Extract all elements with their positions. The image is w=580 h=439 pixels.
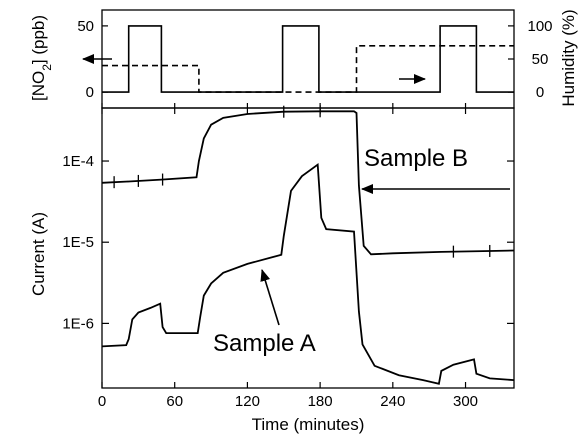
bottom-y-tick-label: 1E-4 [62, 153, 94, 170]
top-plot-frame [101, 9, 515, 109]
bottom-y-tick-label: 1E-6 [62, 315, 94, 332]
bottom-plot-frame [101, 107, 515, 389]
sample-a-arrow [260, 269, 280, 326]
top-series [102, 25, 514, 93]
bottom-x-axis-label: Time (minutes) [252, 415, 365, 434]
top-left-axis-label-part3: ] (ppb) [29, 15, 48, 64]
bottom-x-tick-label: 240 [380, 393, 405, 410]
bottom-x-tick-label: 0 [98, 393, 106, 410]
bottom-ticks: 0 60 120 180 240 300 1E-6 1E-5 1E-4 [62, 108, 514, 410]
top-right-tick-label: 50 [532, 51, 549, 68]
sample-a-annotation: Sample A [213, 330, 316, 357]
top-right-axis-label: Humidity (%) [559, 9, 578, 106]
bottom-x-tick-label: 300 [453, 393, 478, 410]
top-left-tick-label: 50 [77, 18, 94, 35]
bottom-y-tick-label: 1E-5 [62, 234, 94, 251]
top-right-tick-label: 100 [527, 18, 552, 35]
top-left-tick-label: 0 [86, 84, 94, 101]
top-left-axis-label: [NO2] (ppb) [29, 15, 54, 101]
bottom-x-tick-label: 60 [166, 393, 183, 410]
bottom-x-tick-label: 180 [308, 393, 333, 410]
sample-b-line [101, 110, 515, 256]
bottom-x-tick-label: 120 [235, 393, 260, 410]
bottom-y-axis-label: Current (A) [29, 212, 48, 296]
sample-a-line [101, 163, 515, 385]
top-ticks: 0 50 0 50 100 [77, 18, 553, 108]
bottom-series [101, 105, 515, 385]
top-left-axis-label-subscript: 2 [40, 64, 54, 71]
sample-b-annotation: Sample B [364, 145, 468, 172]
no2-concentration-line [102, 25, 514, 93]
humidity-line [102, 45, 514, 93]
top-left-axis-label-part1: [NO [29, 71, 48, 101]
top-right-tick-label: 0 [536, 84, 544, 101]
top-panel: 0 50 0 50 100 [NO2] (ppb) Humidity (%) [29, 9, 578, 109]
